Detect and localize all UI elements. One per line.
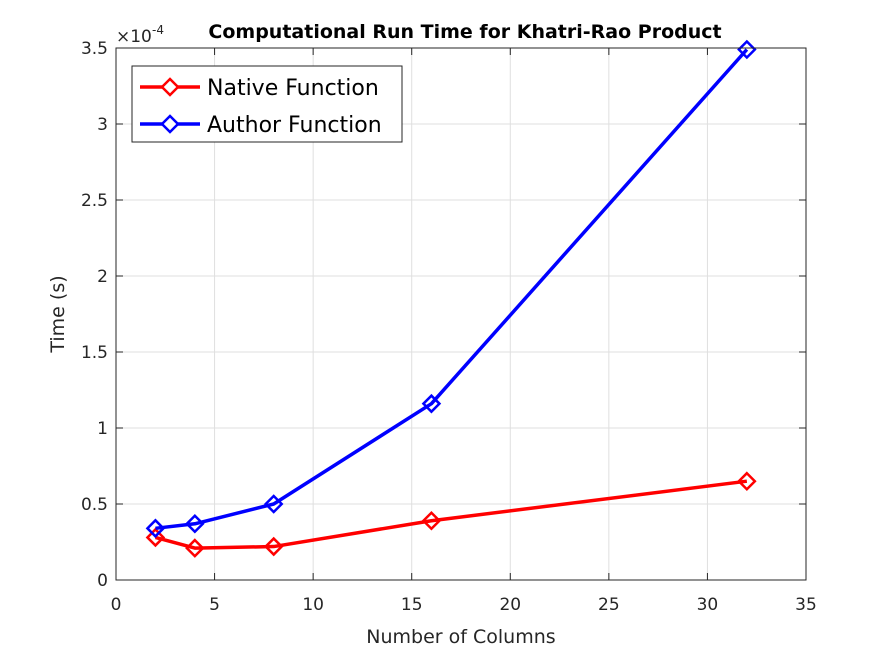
legend-label: Author Function [207,113,382,138]
ticks: 0 5 10 15 20 25 30 35 0 0.5 1 1.5 2 2.5 3 3.5 [81,39,817,615]
data-point-marker [145,527,166,548]
legend-marker [160,114,180,134]
data-point-marker [421,510,442,531]
x-tick-label: 0 [111,595,122,615]
x-tick-label: 5 [209,595,220,615]
axes-box [115,47,807,581]
chart-title: Computational Run Time for Khatri-Rao Pr… [208,21,721,43]
data-point-marker [263,494,284,514]
data-point-marker [263,536,284,557]
series-native-function [145,471,757,558]
legend-label: Native Function [207,76,379,101]
x-tick-label: 30 [697,595,719,615]
data-point-marker [737,471,757,491]
y-axis-label: Time (s) [47,275,69,353]
series-line [155,48,749,531]
legend-box [131,65,403,143]
y-exponent-base: ×10 [116,27,152,47]
y-tick-label: 3 [97,115,108,135]
legend-marker [160,77,180,97]
y-tick-label: 0 [97,571,108,591]
x-tick-label: 20 [499,595,521,615]
x-axis-label: Number of Columns [366,626,555,648]
legend-entry: Author Function [140,113,382,138]
legend: Native Function Author Function [131,65,403,143]
x-tick-label: 15 [401,595,423,615]
series-layer [145,39,757,558]
legend-entry: Native Function [140,76,379,101]
y-tick-label: 2 [97,267,108,287]
x-tick-label: 25 [598,595,620,615]
y-tick-label: 2.5 [81,191,108,211]
data-point-marker [185,538,205,558]
data-point-marker [185,513,205,534]
y-exponent-power: -4 [152,23,164,37]
y-tick-label: 0.5 [81,495,108,515]
y-tick-label: 1.5 [81,343,108,363]
data-point-marker [421,393,442,414]
x-tick-label: 35 [795,595,817,615]
data-point-marker [737,39,757,60]
legend-items: Native Function Author Function [140,76,382,138]
series-line [154,479,748,550]
data-point-marker [145,518,166,539]
y-tick-label: 3.5 [81,39,108,59]
y-tick-label: 1 [97,419,108,439]
series-author-function [145,39,757,539]
x-tick-label: 10 [302,595,324,615]
y-axis-exponent: ×10 -4 [116,23,164,47]
